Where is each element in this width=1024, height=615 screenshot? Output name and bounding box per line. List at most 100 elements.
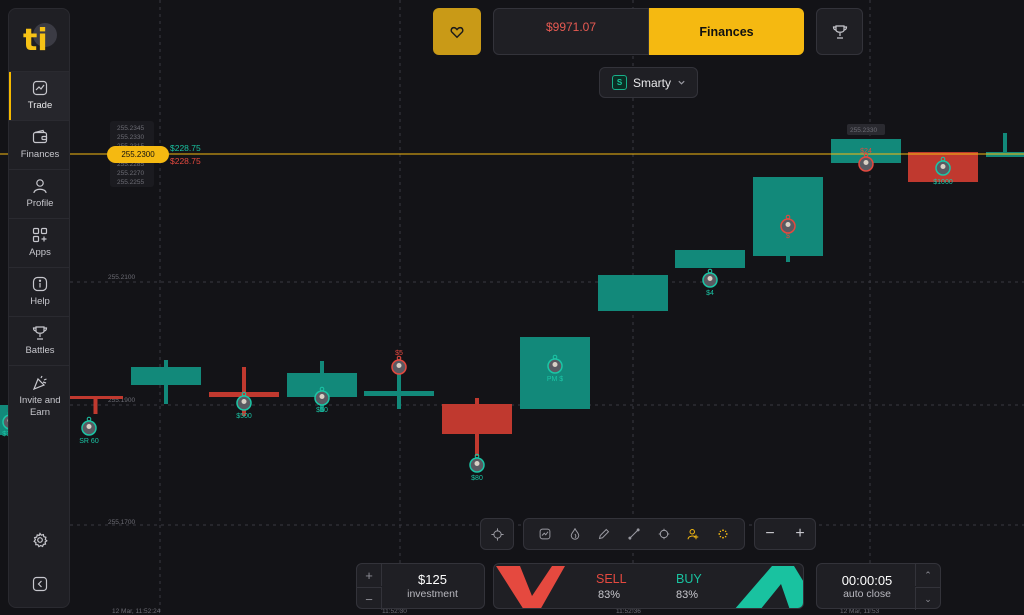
collapse-sidebar-button[interactable] [27,571,53,597]
buy-button[interactable] [652,564,732,608]
timer-increase-button[interactable]: ⌃ [915,564,940,586]
x-tick-3: 11:52:36 [616,608,641,615]
balance-value: $9971.07 [545,20,597,34]
trade-amount-label: PM $ [547,376,563,383]
ladder-tick: 255.2330 [117,134,144,141]
avatar-pin [785,214,791,220]
profit-down-label: $228.75 [170,156,201,166]
zoom-controls: − + [754,518,816,550]
pencil-tool[interactable] [597,527,611,541]
x-tick-2: 11:52:30 [382,608,407,615]
sparkle-icon [718,529,728,539]
heart-icon [450,26,464,38]
target-tool[interactable] [657,527,671,541]
finances-button[interactable]: Finances [649,8,804,55]
zoom-out-button[interactable]: − [765,525,775,542]
user-icon [33,179,47,194]
sidebar-item-label: Help [30,296,50,307]
sidebar-item-help[interactable]: Help [9,267,69,316]
sidebar-item-label: Profile [26,198,54,209]
apps-icon [32,227,48,243]
trade-panel: SELL 83% BUY 83% [493,563,804,609]
trade-amount-label: SR 60 [79,438,99,445]
sparkle-tool[interactable] [716,527,730,541]
sidebar-item-invite[interactable]: Invite and Earn [9,365,69,427]
candle-body [442,404,512,434]
trade-amount-label: $24 [860,148,872,155]
sidebar-item-apps[interactable]: Apps [9,218,69,267]
timer-decrease-button[interactable]: ⌄ [915,587,940,610]
collapse-icon [32,576,48,592]
sidebar-item-label: Finances [20,149,60,160]
drawing-toolbar [523,518,745,550]
asset-selector[interactable]: S Smarty [599,67,698,98]
sell-arrow-icon [496,566,565,608]
avatar-head [241,399,247,404]
indicator-tool[interactable] [538,527,552,541]
settings-icon [33,532,48,548]
avatar-pin [863,152,869,158]
social-tool[interactable] [686,527,700,541]
timer-value[interactable]: 00:00:05 [841,573,893,588]
sell-label: SELL [596,572,627,586]
avatar-head [396,363,402,368]
chart-line-icon [539,528,551,540]
pencil-icon [599,528,610,540]
target-icon [658,528,669,540]
timer-control: 00:00:05 auto close ⌃ ⌄ [816,563,941,610]
sidebar-item-label: Apps [29,247,51,258]
trade-amount-label: $4 [706,290,714,297]
favorite-button[interactable] [433,8,481,55]
tournaments-button[interactable] [816,8,863,55]
avatar-head [707,276,713,281]
trophy-icon [832,24,847,39]
signals-tool[interactable] [568,527,582,541]
avatar-head [940,164,946,169]
candle-body [364,391,434,396]
investment-value[interactable]: $125 [418,572,447,587]
candle-wick [1003,133,1007,157]
settings-button[interactable] [27,527,53,553]
zoom-in-button[interactable]: + [795,525,805,542]
balance-display[interactable]: $9971.07 [493,8,649,55]
logo-text: ti [23,23,48,58]
ladder-tick: 255.2255 [117,179,144,186]
candle-body [209,392,279,397]
avatar-pin [474,453,480,459]
info-icon [32,276,48,292]
sell-percent: 83% [598,589,621,601]
sidebar-item-finances[interactable]: Finances [9,120,69,169]
buy-percent: 83% [676,589,699,601]
sell-button[interactable] [572,564,652,608]
crosshair-icon [490,527,504,541]
asset-logo-icon: S [612,75,627,90]
avatar-head [785,222,791,227]
candle-wick [242,367,246,416]
party-icon [32,375,47,390]
avatar-pin [396,355,402,361]
sidebar-item-profile[interactable]: Profile [9,169,69,218]
flame-icon [570,528,579,540]
app-logo[interactable]: ti [21,21,57,58]
y-tick-1: 255.2100 [108,274,135,281]
candle-body [753,177,823,256]
sidebar-item-trade[interactable]: Trade [9,71,69,120]
candle-body [68,396,123,399]
ladder-tick: 255.2270 [117,170,144,177]
avatar-head [863,160,869,165]
y-tick-2: 255.1900 [108,397,135,404]
ladder-tick: 255.2285 [117,161,144,168]
current-price-pill: 255.2300 [107,146,169,163]
chart-icon [32,80,48,96]
line-icon [628,528,640,540]
ladder-tick: 255.2345 [117,125,144,132]
crosshair-tool-button[interactable] [480,518,514,550]
top-price-tag-text: 255.2330 [850,127,877,134]
line-tool[interactable] [627,527,641,541]
buy-label: BUY [676,572,702,586]
avatar-head [319,394,325,399]
sidebar-item-battles[interactable]: Battles [9,316,69,365]
investment-increase-button[interactable]: + [357,564,382,586]
investment-decrease-button[interactable]: − [357,587,382,610]
investment-control: + − $125 investment [356,563,485,610]
